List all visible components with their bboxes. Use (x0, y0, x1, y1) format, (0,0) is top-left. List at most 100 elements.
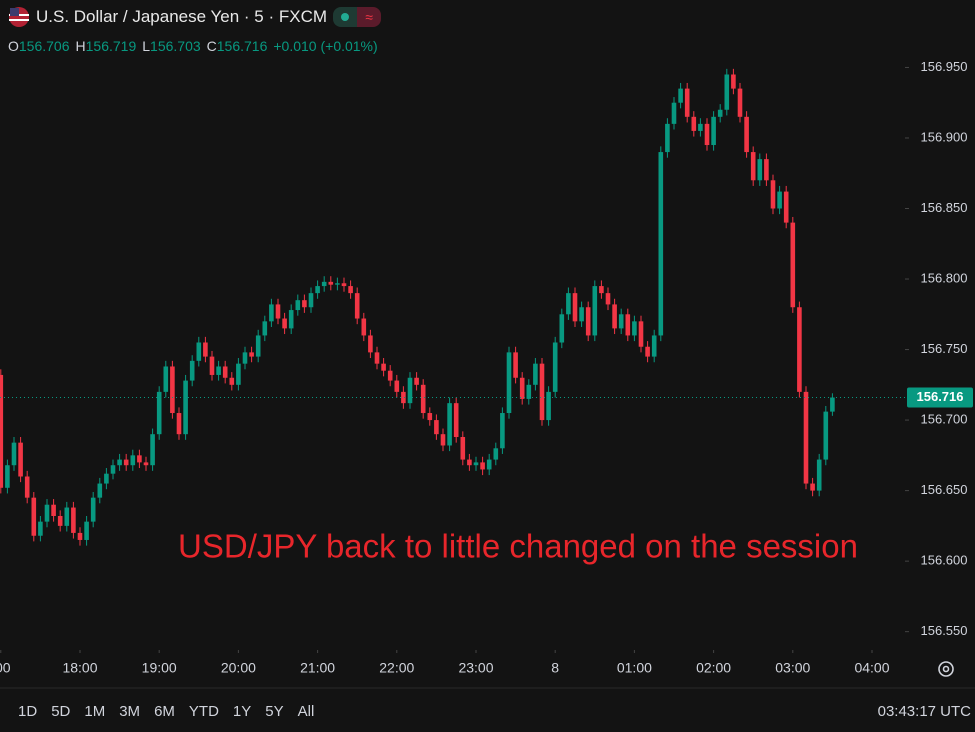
candle-body (618, 314, 624, 329)
range-button[interactable]: All (297, 703, 315, 720)
candle-body (328, 281, 334, 285)
candle-body (368, 335, 373, 353)
candle-body (209, 356, 215, 375)
candle-body (57, 515, 63, 526)
ohlc-key: H (75, 38, 86, 54)
range-button[interactable]: 1M (84, 703, 106, 720)
candle-body (731, 74, 736, 89)
candle-body (691, 116, 697, 131)
candle-body (321, 281, 327, 287)
candle-body (506, 352, 512, 414)
candle-body (269, 304, 274, 322)
candle-body (717, 109, 723, 117)
candle-body (453, 403, 459, 438)
y-tick-label: 156.800 (921, 270, 968, 285)
candle-body (84, 521, 89, 540)
x-tick-label: 20:00 (221, 660, 256, 676)
settings-icon[interactable] (938, 661, 954, 677)
candle-body (645, 346, 650, 357)
candle-body (737, 88, 743, 117)
x-tick-label: 21:00 (300, 660, 335, 676)
candle-body (585, 307, 591, 336)
candle-body (605, 293, 611, 305)
candle-body (486, 459, 492, 470)
x-tick-label: 22:00 (379, 660, 414, 676)
candle-body (262, 321, 268, 336)
x-tick-label: 04:00 (854, 660, 889, 676)
candle-body (513, 352, 518, 378)
candle-body (183, 380, 188, 435)
candle-body (638, 321, 644, 347)
range-toolbar: 1D 5D 1M 3M 6M YTD 1Y 5Y All (18, 703, 314, 720)
change: +0.010 (+0.01%) (273, 38, 378, 54)
candle-body (90, 497, 96, 522)
candle-body (777, 191, 782, 209)
candle-body (249, 352, 254, 357)
last-price-box (907, 387, 973, 408)
range-button[interactable]: 1Y (232, 703, 252, 720)
candle-body (176, 413, 182, 435)
candle-body (519, 377, 525, 399)
candle-body (764, 159, 769, 181)
candle-body (704, 123, 710, 146)
candle-body (790, 222, 796, 308)
ohlc-key: O (8, 38, 19, 54)
status-pill[interactable]: ≈ (333, 7, 382, 27)
x-tick-label: 8 (551, 660, 559, 676)
range-button[interactable]: 1D (18, 703, 38, 720)
clock: 03:43:17 UTC (877, 703, 971, 720)
candle-body (724, 74, 730, 110)
candle-body (420, 384, 426, 414)
candle-body (651, 335, 657, 357)
x-tick-label: 18:00 (62, 660, 97, 676)
candle-body (335, 283, 340, 285)
last-price-label: 156.716 (917, 389, 964, 404)
candle-body (783, 191, 789, 223)
candle-body (295, 300, 301, 311)
candle-body (348, 286, 353, 294)
candle-body (51, 504, 56, 516)
candle-body (579, 307, 584, 322)
header: U.S. Dollar / Japanese Yen · 5 · FXCM ≈ (8, 6, 382, 28)
candle-body (216, 366, 221, 375)
range-button[interactable]: 5Y (265, 703, 284, 720)
annotation: USD/JPY back to little changed on the se… (178, 528, 858, 565)
candle-body (744, 116, 749, 153)
range-button[interactable]: 5D (51, 703, 71, 720)
y-tick-label: 156.700 (921, 412, 968, 427)
candle-body (632, 321, 637, 336)
ohlc-value: 156.716 (216, 38, 268, 54)
candle-body (123, 459, 129, 466)
range-button[interactable]: 6M (154, 703, 175, 720)
candle-body (750, 152, 756, 181)
candle-body (242, 352, 248, 364)
candle-body (526, 384, 532, 399)
x-tick-label: 23:00 (458, 660, 493, 676)
candle-body (500, 413, 505, 449)
candle-body (196, 342, 202, 361)
candle-body (302, 300, 307, 308)
candle-body (566, 293, 571, 315)
candle-body (163, 366, 169, 392)
candle-body (684, 88, 690, 117)
candle-body (77, 532, 83, 540)
candle-body (810, 483, 815, 491)
candle-body (354, 293, 360, 319)
candle-body (137, 455, 142, 463)
candle-body (552, 342, 558, 392)
y-tick-label: 156.750 (921, 341, 968, 356)
range-button[interactable]: YTD (188, 703, 219, 720)
candle-body (361, 318, 367, 336)
ohlc-value: 156.706 (18, 38, 70, 54)
candle-body (282, 318, 287, 329)
candle-body (0, 374, 4, 488)
candle-body (533, 363, 538, 385)
symbol-title[interactable]: U.S. Dollar / Japanese Yen · 5 · FXCM (36, 7, 328, 26)
y-tick-label: 156.900 (921, 129, 968, 144)
x-tick-label: 01:00 (617, 660, 652, 676)
candle-body (612, 304, 617, 329)
range-button[interactable]: 3M (119, 703, 141, 720)
candle-body (823, 411, 829, 460)
candle-body (467, 459, 472, 466)
candle-body (18, 442, 23, 477)
